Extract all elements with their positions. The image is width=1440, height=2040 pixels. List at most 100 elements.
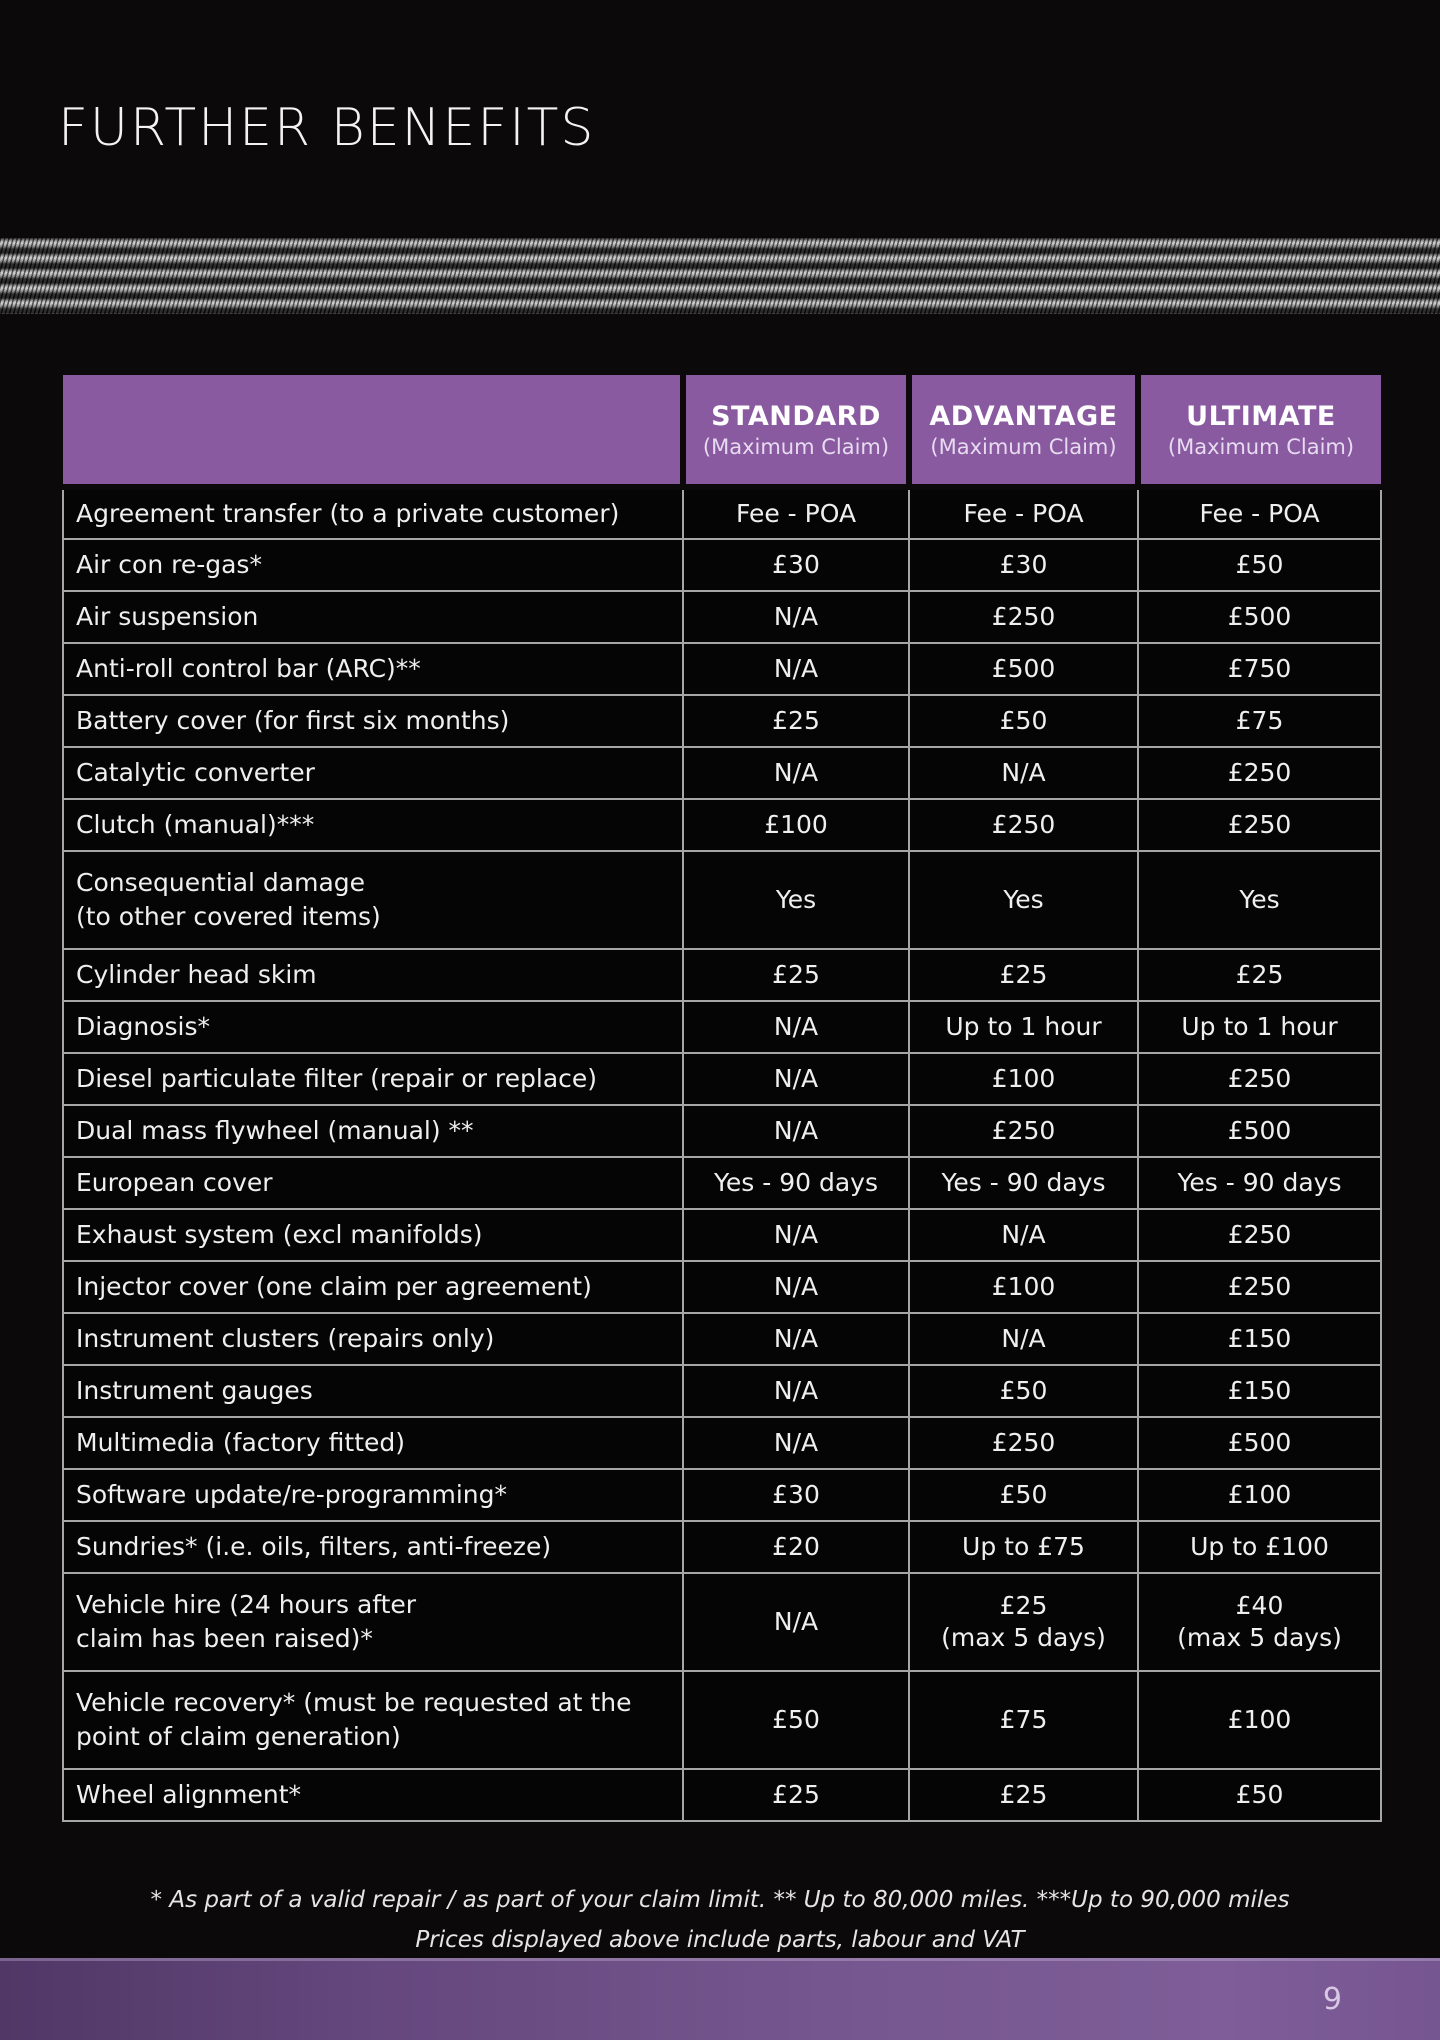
footnote: * As part of a valid repair / as part of… xyxy=(0,1880,1440,1960)
advantage-value: Fee - POA xyxy=(908,486,1139,540)
standard-value: N/A xyxy=(682,1052,910,1106)
ultimate-value: £150 xyxy=(1137,1364,1382,1418)
ultimate-value: £50 xyxy=(1137,1768,1382,1822)
table-row: Injector cover (one claim per agreement)… xyxy=(62,1260,1382,1314)
table-row: Clutch (manual)*** £100 £250 £250 xyxy=(62,798,1382,852)
ultimate-value: £500 xyxy=(1137,1104,1382,1158)
benefit-label: Consequential damage (to other covered it… xyxy=(62,850,684,950)
advantage-value: £30 xyxy=(908,538,1139,592)
ultimate-value: £750 xyxy=(1137,642,1382,696)
benefit-label: Instrument clusters (repairs only) xyxy=(62,1312,684,1366)
ultimate-value: £250 xyxy=(1137,1208,1382,1262)
header-column-standard: STANDARD (Maximum Claim) xyxy=(680,375,909,490)
standard-value: £20 xyxy=(682,1520,910,1574)
header-column-ultimate: ULTIMATE (Maximum Claim) xyxy=(1135,375,1381,490)
ultimate-value: £50 xyxy=(1137,538,1382,592)
table-row: Anti-roll control bar (ARC)** N/A £500 £750 xyxy=(62,642,1382,696)
table-row: Catalytic converter N/A N/A £250 xyxy=(62,746,1382,800)
footnote-line-1: * As part of a valid repair / as part of… xyxy=(150,1887,1290,1913)
standard-value: N/A xyxy=(682,1104,910,1158)
advantage-value: £100 xyxy=(908,1260,1139,1314)
advantage-value: £500 xyxy=(908,642,1139,696)
standard-value: Yes xyxy=(682,850,910,950)
ultimate-value: £40 (max 5 days) xyxy=(1137,1572,1382,1672)
standard-value: £25 xyxy=(682,1768,910,1822)
ultimate-value: £250 xyxy=(1137,1052,1382,1106)
advantage-value: £250 xyxy=(908,590,1139,644)
standard-value: N/A xyxy=(682,642,910,696)
table-row: Battery cover (for first six months) £25 £… xyxy=(62,694,1382,748)
advantage-value: Yes - 90 days xyxy=(908,1156,1139,1210)
column-subtitle-ultimate: (Maximum Claim) xyxy=(1167,434,1355,459)
standard-value: Fee - POA xyxy=(682,486,910,540)
benefit-label: Sundries* (i.e. oils, filters, anti-free… xyxy=(62,1520,684,1574)
standard-value: Yes - 90 days xyxy=(682,1156,910,1210)
benefit-label: Vehicle recovery* (must be requested at … xyxy=(62,1670,684,1770)
standard-value: £25 xyxy=(682,694,910,748)
table-row: European cover Yes - 90 days Yes - 90 days… xyxy=(62,1156,1382,1210)
ultimate-value: £25 xyxy=(1137,948,1382,1002)
advantage-value: £50 xyxy=(908,1468,1139,1522)
standard-value: £50 xyxy=(682,1670,910,1770)
standard-value: N/A xyxy=(682,1260,910,1314)
advantage-value: £250 xyxy=(908,1416,1139,1470)
ultimate-value: £100 xyxy=(1137,1468,1382,1522)
table-row: Vehicle hire (24 hours after claim has be… xyxy=(62,1572,1382,1672)
ultimate-value: £250 xyxy=(1137,1260,1382,1314)
ultimate-value: Yes xyxy=(1137,850,1382,950)
ultimate-value: Up to 1 hour xyxy=(1137,1000,1382,1054)
benefit-label: Diesel particulate filter (repair or rep… xyxy=(62,1052,684,1106)
table-row: Software update/re-programming* £30 £50 £10… xyxy=(62,1468,1382,1522)
table-row: Wheel alignment* £25 £25 £50 xyxy=(62,1768,1382,1822)
table-row: Air suspension N/A £250 £500 xyxy=(62,590,1382,644)
column-subtitle-advantage: (Maximum Claim) xyxy=(930,434,1117,459)
column-subtitle-standard: (Maximum Claim) xyxy=(702,434,890,459)
benefit-label: Agreement transfer (to a private custome… xyxy=(62,486,684,540)
ultimate-value: £250 xyxy=(1137,798,1382,852)
header-empty-cell xyxy=(63,375,683,490)
page-number: 9 xyxy=(1322,1982,1342,2017)
advantage-value: £100 xyxy=(908,1052,1139,1106)
footnote-line-2: Prices displayed above include parts, la… xyxy=(415,1927,1025,1953)
table-row: Diagnosis* N/A Up to 1 hour Up to 1 hour xyxy=(62,1000,1382,1054)
advantage-value: Up to £75 xyxy=(908,1520,1139,1574)
page-title: FURTHER BENEFITS xyxy=(58,98,596,158)
benefit-label: Multimedia (factory fitted) xyxy=(62,1416,684,1470)
standard-value: £25 xyxy=(682,948,910,1002)
advantage-value: £50 xyxy=(908,694,1139,748)
benefit-label: Battery cover (for first six months) xyxy=(62,694,684,748)
ultimate-value: £150 xyxy=(1137,1312,1382,1366)
ultimate-value: £75 xyxy=(1137,694,1382,748)
footer-bar: 9 xyxy=(0,1958,1440,2040)
header-column-advantage: ADVANTAGE (Maximum Claim) xyxy=(906,375,1138,490)
standard-value: N/A xyxy=(682,1416,910,1470)
benefit-label: Wheel alignment* xyxy=(62,1768,684,1822)
standard-value: N/A xyxy=(682,1208,910,1262)
benefit-label: Injector cover (one claim per agreement) xyxy=(62,1260,684,1314)
table-row: Consequential damage (to other covered it… xyxy=(62,850,1382,950)
advantage-value: N/A xyxy=(908,1208,1139,1262)
ultimate-value: £500 xyxy=(1137,1416,1382,1470)
table-row: Diesel particulate filter (repair or rep… xyxy=(62,1052,1382,1106)
standard-value: £30 xyxy=(682,1468,910,1522)
ultimate-value: £500 xyxy=(1137,590,1382,644)
benefits-table: STANDARD (Maximum Claim) ADVANTAGE (Maxi… xyxy=(62,375,1382,1822)
advantage-value: £25 (max 5 days) xyxy=(908,1572,1139,1672)
benefit-label: Diagnosis* xyxy=(62,1000,684,1054)
advantage-value: N/A xyxy=(908,746,1139,800)
benefits-table-body: Agreement transfer (to a private custome… xyxy=(62,486,1382,1822)
benefit-label: Software update/re-programming* xyxy=(62,1468,684,1522)
table-row: Multimedia (factory fitted) N/A £250 £500 xyxy=(62,1416,1382,1470)
benefit-label: Air con re-gas* xyxy=(62,538,684,592)
advantage-value: £25 xyxy=(908,1768,1139,1822)
advantage-value: N/A xyxy=(908,1312,1139,1366)
benefits-table-container: STANDARD (Maximum Claim) ADVANTAGE (Maxi… xyxy=(62,375,1382,1822)
table-row: Agreement transfer (to a private custome… xyxy=(62,486,1382,540)
ultimate-value: Fee - POA xyxy=(1137,486,1382,540)
benefit-label: Exhaust system (excl manifolds) xyxy=(62,1208,684,1262)
benefit-label: Cylinder head skim xyxy=(62,948,684,1002)
table-header-row: STANDARD (Maximum Claim) ADVANTAGE (Maxi… xyxy=(63,375,1381,490)
advantage-value: Up to 1 hour xyxy=(908,1000,1139,1054)
benefit-label: Dual mass flywheel (manual) ** xyxy=(62,1104,684,1158)
ultimate-value: £250 xyxy=(1137,746,1382,800)
